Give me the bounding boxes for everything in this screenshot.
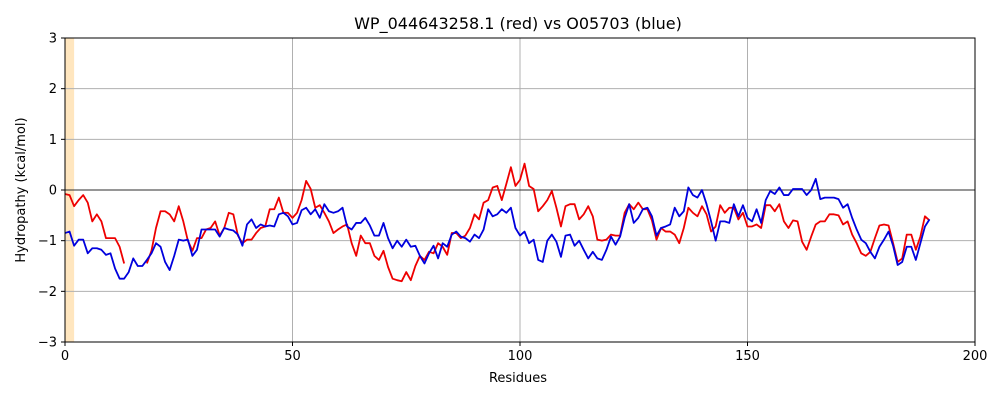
series-1-line xyxy=(146,162,931,283)
y-tick-label: 1 xyxy=(49,133,57,148)
y-tick-label: 3 xyxy=(49,32,57,47)
x-tick-label: 200 xyxy=(963,349,988,364)
y-tick-label: −2 xyxy=(38,285,57,300)
x-tick-label: 0 xyxy=(61,349,69,364)
y-axis-label: Hydropathy (kcal/mol) xyxy=(14,117,29,262)
series-1-line xyxy=(64,193,126,264)
axis-ticks: 0 50 100 150 200 −3 −2 −1 0 1 2 3 xyxy=(38,32,988,365)
x-tick-label: 150 xyxy=(735,349,760,364)
x-tick-label: 100 xyxy=(508,349,533,364)
x-tick-label: 50 xyxy=(284,349,301,364)
y-tick-label: −1 xyxy=(38,234,57,249)
y-tick-label: 0 xyxy=(49,184,57,199)
x-axis-label: Residues xyxy=(489,371,547,386)
series-2-line xyxy=(64,177,931,280)
y-tick-label: −3 xyxy=(38,336,57,351)
series-lines xyxy=(64,162,931,283)
y-tick-label: 2 xyxy=(49,82,57,97)
chart-title: WP_044643258.1 (red) vs O05703 (blue) xyxy=(354,14,682,34)
